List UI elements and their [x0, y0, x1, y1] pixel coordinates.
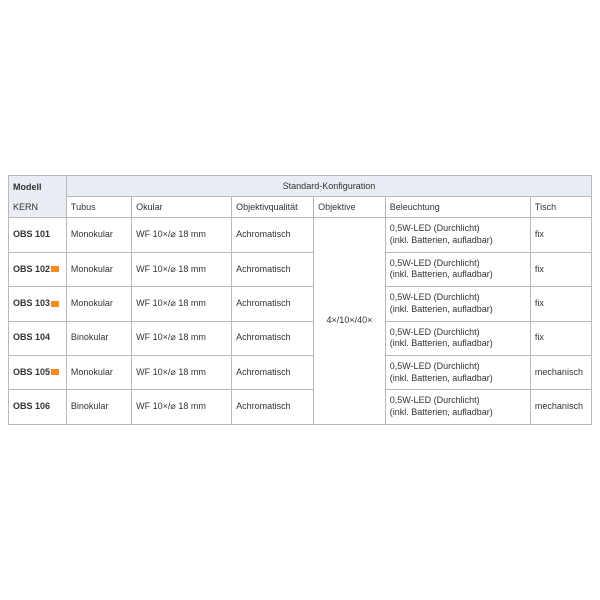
model-cell: OBS 102	[9, 252, 67, 286]
table-row: OBS 106BinokularWF 10×/⌀ 18 mmAchromatis…	[9, 390, 592, 424]
bel-line1: 0,5W-LED (Durchlicht)	[390, 327, 526, 339]
new-badge-icon	[51, 301, 59, 307]
tubus-cell: Binokular	[66, 390, 131, 424]
table-body: OBS 101MonokularWF 10×/⌀ 18 mmAchromatis…	[9, 218, 592, 424]
objq-cell: Achromatisch	[232, 218, 314, 252]
model-cell: OBS 104	[9, 321, 67, 355]
header-bel: Beleuchtung	[385, 197, 530, 218]
bel-line2: (inkl. Batterien, aufladbar)	[390, 304, 526, 316]
tisch-cell: fix	[530, 321, 591, 355]
bel-line2: (inkl. Batterien, aufladbar)	[390, 373, 526, 385]
bel-line2: (inkl. Batterien, aufladbar)	[390, 235, 526, 247]
new-badge-icon	[51, 369, 59, 375]
objq-cell: Achromatisch	[232, 390, 314, 424]
header-tisch: Tisch	[530, 197, 591, 218]
objektive-cell: 4×/10×/40×	[314, 218, 386, 424]
model-cell: OBS 106	[9, 390, 67, 424]
header-kern: KERN	[9, 197, 67, 218]
tisch-cell: fix	[530, 218, 591, 252]
header-config: Standard-Konfiguration	[66, 176, 591, 197]
tubus-cell: Monokular	[66, 252, 131, 286]
tubus-cell: Monokular	[66, 355, 131, 389]
tisch-cell: mechanisch	[530, 390, 591, 424]
table-row: OBS 101MonokularWF 10×/⌀ 18 mmAchromatis…	[9, 218, 592, 252]
header-obj: Objektive	[314, 197, 386, 218]
objq-cell: Achromatisch	[232, 355, 314, 389]
beleuchtung-cell: 0,5W-LED (Durchlicht)(inkl. Batterien, a…	[385, 252, 530, 286]
beleuchtung-cell: 0,5W-LED (Durchlicht)(inkl. Batterien, a…	[385, 390, 530, 424]
bel-line1: 0,5W-LED (Durchlicht)	[390, 361, 526, 373]
bel-line2: (inkl. Batterien, aufladbar)	[390, 338, 526, 350]
new-badge-icon	[51, 266, 59, 272]
okular-cell: WF 10×/⌀ 18 mm	[132, 287, 232, 321]
okular-cell: WF 10×/⌀ 18 mm	[132, 252, 232, 286]
bel-line2: (inkl. Batterien, aufladbar)	[390, 407, 526, 419]
bel-line1: 0,5W-LED (Durchlicht)	[390, 258, 526, 270]
okular-cell: WF 10×/⌀ 18 mm	[132, 355, 232, 389]
tubus-cell: Monokular	[66, 218, 131, 252]
header-objq: Objektivqualität	[232, 197, 314, 218]
objq-cell: Achromatisch	[232, 321, 314, 355]
bel-line1: 0,5W-LED (Durchlicht)	[390, 292, 526, 304]
tisch-cell: fix	[530, 252, 591, 286]
okular-cell: WF 10×/⌀ 18 mm	[132, 321, 232, 355]
header-tubus: Tubus	[66, 197, 131, 218]
model-cell: OBS 101	[9, 218, 67, 252]
header-modell: Modell	[9, 176, 67, 197]
beleuchtung-cell: 0,5W-LED (Durchlicht)(inkl. Batterien, a…	[385, 218, 530, 252]
beleuchtung-cell: 0,5W-LED (Durchlicht)(inkl. Batterien, a…	[385, 355, 530, 389]
bel-line2: (inkl. Batterien, aufladbar)	[390, 269, 526, 281]
table-row: OBS 105MonokularWF 10×/⌀ 18 mmAchromatis…	[9, 355, 592, 389]
header-okular: Okular	[132, 197, 232, 218]
okular-cell: WF 10×/⌀ 18 mm	[132, 218, 232, 252]
tubus-cell: Monokular	[66, 287, 131, 321]
table-row: OBS 102MonokularWF 10×/⌀ 18 mmAchromatis…	[9, 252, 592, 286]
model-cell: OBS 103	[9, 287, 67, 321]
beleuchtung-cell: 0,5W-LED (Durchlicht)(inkl. Batterien, a…	[385, 321, 530, 355]
spec-table: Modell Standard-Konfiguration KERN Tubus…	[8, 175, 592, 424]
tisch-cell: mechanisch	[530, 355, 591, 389]
model-cell: OBS 105	[9, 355, 67, 389]
tisch-cell: fix	[530, 287, 591, 321]
tubus-cell: Binokular	[66, 321, 131, 355]
beleuchtung-cell: 0,5W-LED (Durchlicht)(inkl. Batterien, a…	[385, 287, 530, 321]
bel-line1: 0,5W-LED (Durchlicht)	[390, 395, 526, 407]
table-row: OBS 103MonokularWF 10×/⌀ 18 mmAchromatis…	[9, 287, 592, 321]
table-container: Modell Standard-Konfiguration KERN Tubus…	[0, 175, 600, 424]
okular-cell: WF 10×/⌀ 18 mm	[132, 390, 232, 424]
objq-cell: Achromatisch	[232, 287, 314, 321]
table-row: OBS 104BinokularWF 10×/⌀ 18 mmAchromatis…	[9, 321, 592, 355]
bel-line1: 0,5W-LED (Durchlicht)	[390, 223, 526, 235]
objq-cell: Achromatisch	[232, 252, 314, 286]
